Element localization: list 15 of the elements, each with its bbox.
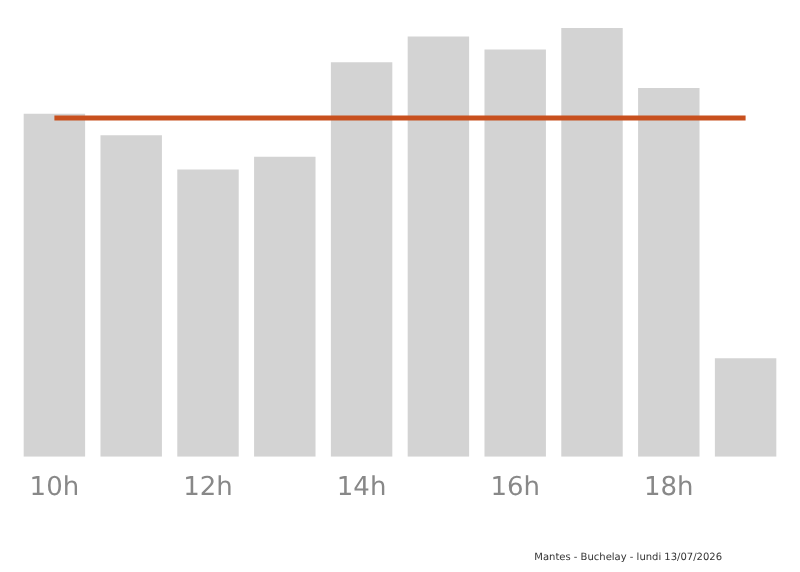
bar xyxy=(254,156,316,457)
bar xyxy=(407,36,470,457)
x-tick-label: 18h xyxy=(644,473,694,504)
bar xyxy=(23,113,86,457)
bar xyxy=(484,49,546,457)
x-tick-label: 16h xyxy=(490,473,540,504)
x-tick-label: 12h xyxy=(183,473,233,504)
bar xyxy=(330,62,393,457)
bar xyxy=(100,135,162,457)
bar xyxy=(638,88,700,457)
bar xyxy=(561,28,623,457)
bar xyxy=(177,169,239,457)
x-tick-label: 10h xyxy=(29,473,80,504)
x-tick-label: 14h xyxy=(336,473,387,504)
bar xyxy=(714,358,777,457)
